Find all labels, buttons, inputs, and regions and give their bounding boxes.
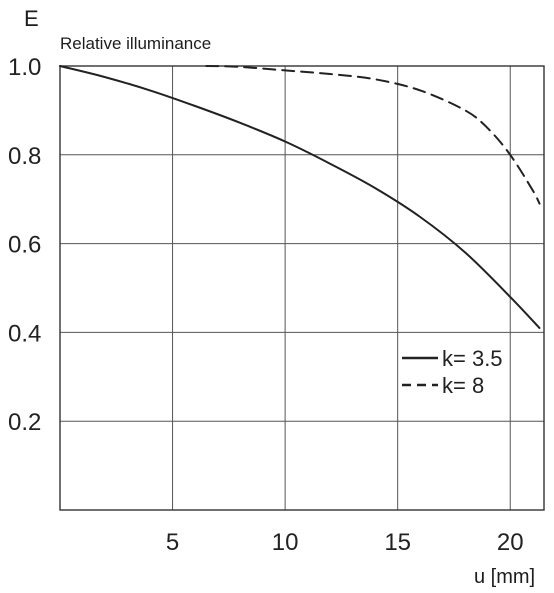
series-line-1 [59, 65, 541, 329]
x-tick-label: 15 [384, 529, 411, 556]
series-line-2 [205, 65, 541, 205]
y-axis-symbol: E [24, 6, 39, 31]
x-tick-label: 5 [166, 529, 179, 556]
y-tick-label: 1.0 [8, 54, 41, 81]
y-tick-label: 0.6 [8, 232, 41, 259]
y-tick-label: 0.2 [8, 409, 41, 436]
x-axis-label: u [mm] [474, 566, 536, 588]
y-tick-label: 0.8 [8, 143, 41, 170]
y-tick-label: 0.4 [8, 320, 41, 347]
x-tick-label: 20 [497, 529, 524, 556]
legend-label-2: k= 8 [442, 373, 484, 398]
legend-label-1: k= 3.5 [442, 346, 503, 371]
plot-frame [59, 65, 545, 511]
y-axis-label: Relative illuminance [60, 34, 212, 53]
x-tick-label: 10 [272, 529, 299, 556]
